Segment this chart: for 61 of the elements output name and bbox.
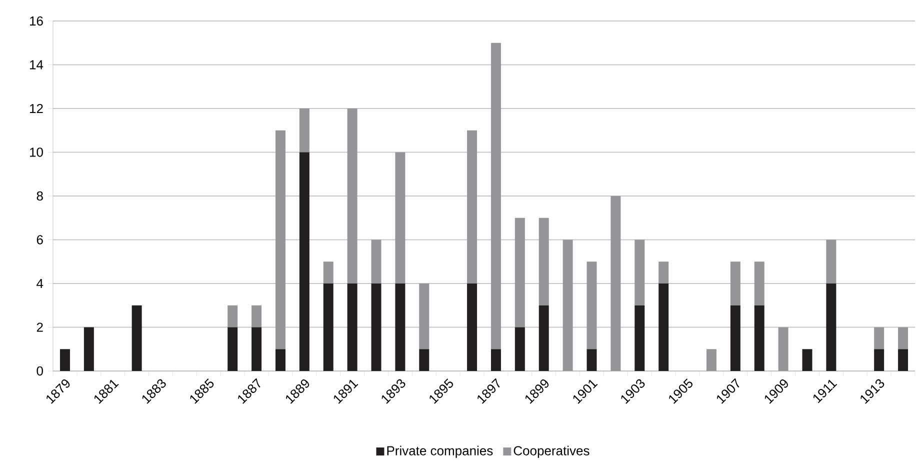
bar [586,262,597,350]
bar [228,327,238,371]
bar [252,327,262,371]
y-tick-label: 6 [36,235,43,244]
bar [132,305,142,371]
bar [323,262,334,284]
bar [658,262,669,284]
bar [228,305,238,328]
bar [658,283,669,371]
bar [60,349,70,371]
bar [275,130,286,350]
bar [754,262,764,306]
bar [538,218,549,306]
bar [514,218,525,328]
bar [252,305,262,328]
bar [874,349,884,371]
bar [323,283,334,371]
bar [419,283,430,350]
bar [395,283,406,371]
bar [634,305,645,371]
bar [395,152,406,284]
bar [347,283,358,371]
y-tick-label: 14 [30,60,44,70]
bar [874,327,884,350]
bar [826,240,836,284]
bar [898,349,908,371]
bar [730,262,740,306]
bar [730,305,740,371]
legend-label: Cooperatives [514,446,590,458]
y-tick-label: 2 [36,322,43,332]
bar [538,305,549,371]
bar [467,283,478,371]
bar [275,349,286,371]
bar [467,130,478,284]
bar [299,108,310,152]
legend-label: Private companies [387,446,493,458]
bar [347,108,358,284]
bar [299,152,310,371]
bar [778,327,788,371]
bar [898,327,908,350]
bar [826,283,836,371]
bar [419,349,430,371]
bar [514,327,525,371]
bar [802,349,812,371]
bar [84,327,94,371]
bar [754,305,764,371]
y-tick-label: 12 [30,104,43,114]
y-tick-label: 10 [30,148,43,157]
y-tick-label: 16 [30,16,43,26]
bar [371,240,382,284]
y-tick-label: 8 [36,191,43,201]
bar [706,349,716,371]
bar [490,349,501,371]
bar [586,349,597,371]
bar [490,42,501,350]
y-tick-label: 4 [36,279,44,288]
bar [634,240,645,306]
y-tick-label: 0 [36,366,43,376]
bar [562,240,573,371]
bar [610,196,621,371]
bar [371,283,382,371]
